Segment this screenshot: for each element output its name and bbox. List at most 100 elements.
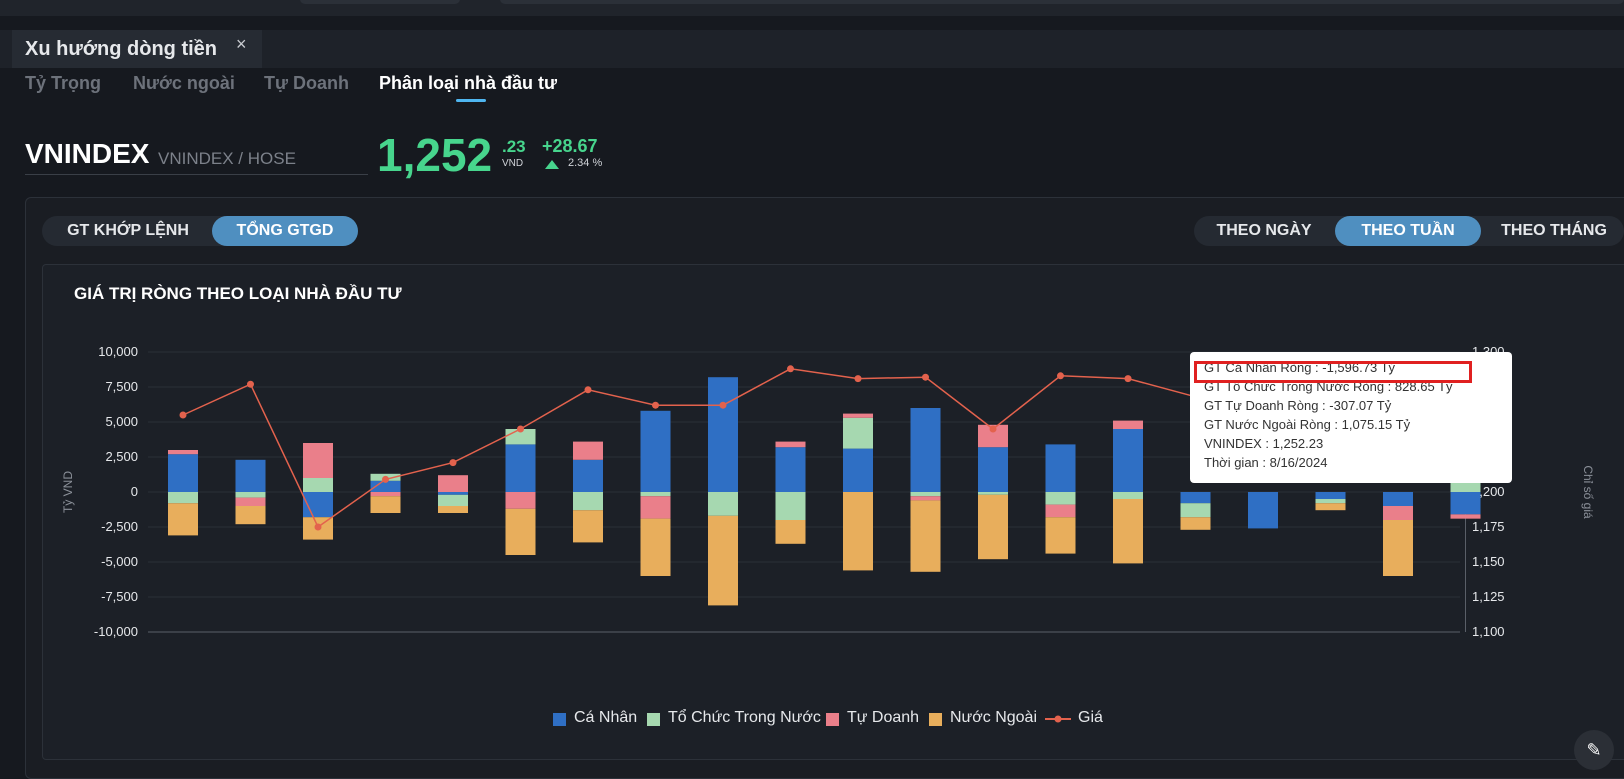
- bar-ca-nhan: [505, 444, 536, 492]
- bar-ca-nhan: [438, 492, 468, 495]
- y-left-tick: -7,500: [101, 589, 138, 604]
- legend-ca-nhan[interactable]: Cá Nhân: [574, 709, 638, 726]
- tooltip-time: Thời gian : 8/16/2024: [1204, 455, 1328, 470]
- bar-ca-nhan: [1180, 492, 1211, 504]
- price-point: [854, 375, 862, 383]
- price-point: [584, 386, 592, 394]
- bar-ca-nhan: [1113, 429, 1143, 492]
- magic-wand-icon[interactable]: ✎: [1574, 730, 1614, 770]
- bar-tu-doanh: [235, 497, 266, 506]
- y-right-axis-label: Chỉ số giá: [1581, 465, 1595, 519]
- chart-title: GIÁ TRỊ RÒNG THEO LOẠI NHÀ ĐẦU TƯ: [74, 284, 402, 303]
- bar-ca-nhan: [235, 459, 266, 492]
- bar-tu-doanh: [1113, 420, 1143, 429]
- subnav-phan-loai[interactable]: Phân loại nhà đầu tư: [379, 73, 558, 93]
- price-point: [382, 475, 389, 483]
- price-point: [989, 425, 997, 433]
- bar-nuoc-ngoai: [573, 510, 603, 543]
- y-left-tick: 2,500: [105, 449, 138, 464]
- subnav-nuoc-ngoai[interactable]: Nước ngoài: [133, 73, 235, 93]
- price-point: [652, 401, 659, 409]
- y-right-tick: 1,150: [1472, 554, 1505, 569]
- bar-tu-doanh: [910, 496, 941, 501]
- bar-nuoc-ngoai: [168, 503, 198, 536]
- bar-nuoc-ngoai: [708, 515, 738, 606]
- y-left-tick: -5,000: [101, 554, 138, 569]
- y-left-tick: 7,500: [105, 379, 138, 394]
- legend-nuoc-ngoai[interactable]: Nước Ngoài: [950, 709, 1038, 726]
- price-point: [719, 401, 727, 409]
- bar-tu-doanh: [1383, 506, 1413, 520]
- bar-nuoc-ngoai: [910, 500, 941, 572]
- bar-ca-nhan: [1248, 492, 1278, 529]
- bar-ca-nhan: [843, 448, 873, 492]
- top-pill-left[interactable]: [300, 0, 460, 4]
- bar-tu-doanh: [775, 441, 806, 448]
- toggle-theo-tuan[interactable]: THEO TUẦN: [1335, 216, 1481, 246]
- tab-bar: [0, 30, 1624, 68]
- y-left-tick: -10,000: [94, 624, 138, 639]
- toggle-theo-thang[interactable]: THEO THÁNG: [1501, 222, 1607, 239]
- top-strip: [0, 0, 1624, 16]
- legend-swatch-tu-doanh: [826, 713, 839, 726]
- price-point: [449, 459, 457, 467]
- bar-to-chuc: [708, 492, 738, 516]
- bar-ca-nhan: [1315, 492, 1346, 499]
- bar-nuoc-ngoai: [1113, 499, 1143, 564]
- bar-tu-doanh: [505, 492, 536, 509]
- price-point: [314, 523, 322, 531]
- bar-to-chuc: [1113, 492, 1143, 499]
- subnav-tu-doanh[interactable]: Tự Doanh: [264, 73, 350, 93]
- bar-tu-doanh: [640, 496, 671, 519]
- price-point: [922, 373, 929, 381]
- price-change-percent: 2.34 %: [568, 157, 603, 169]
- bar-to-chuc: [910, 492, 941, 497]
- tooltip-nuoc-ngoai: GT Nước Ngoài Ròng : 1,075.15 Tỷ: [1204, 417, 1411, 432]
- toggle-theo-ngay[interactable]: THEO NGÀY: [1216, 222, 1312, 239]
- bar-to-chuc: [235, 492, 266, 498]
- bar-tu-doanh: [438, 475, 468, 492]
- subnav-ty-trong[interactable]: Tỷ Trọng: [25, 73, 101, 93]
- tab-flow-trend[interactable]: [12, 30, 262, 68]
- legend-tu-doanh[interactable]: Tự Doanh: [847, 709, 920, 726]
- y-right-tick: 1,125: [1472, 589, 1505, 604]
- price-point: [1124, 375, 1132, 383]
- bar-to-chuc: [438, 494, 468, 506]
- price-point: [179, 411, 187, 419]
- price-change: +28.67: [542, 136, 598, 156]
- bar-nuoc-ngoai: [370, 496, 401, 513]
- tab-title: Xu hướng dòng tiền: [25, 38, 218, 60]
- toggle-gt-khop-lenh[interactable]: GT KHỚP LỆNH: [67, 222, 189, 239]
- subnav-active-indicator: [456, 99, 486, 102]
- price-main: 1,252: [377, 129, 493, 181]
- up-arrow-icon: [545, 160, 559, 169]
- bar-ca-nhan: [573, 459, 603, 492]
- bar-nuoc-ngoai: [640, 518, 671, 576]
- close-icon[interactable]: ×: [236, 34, 247, 54]
- y-left-tick: 0: [131, 484, 138, 499]
- bar-ca-nhan: [978, 447, 1008, 492]
- top-pill-right[interactable]: [500, 0, 1624, 4]
- y-left-tick: 10,000: [98, 344, 138, 359]
- bar-ca-nhan: [1450, 492, 1481, 515]
- exchange-label: VNINDEX / HOSE: [158, 149, 296, 168]
- legend-to-chuc[interactable]: Tổ Chức Trong Nước: [668, 709, 821, 726]
- bar-nuoc-ngoai: [235, 506, 266, 525]
- legend-swatch-nuoc-ngoai: [929, 713, 942, 726]
- bar-ca-nhan: [640, 410, 671, 492]
- symbol-name: VNINDEX: [25, 138, 150, 169]
- bar-nuoc-ngoai: [978, 494, 1008, 560]
- bar-to-chuc: [1315, 499, 1346, 504]
- bar-ca-nhan: [910, 408, 941, 492]
- legend-line-icon: [1045, 715, 1071, 723]
- legend-gia[interactable]: Giá: [1078, 709, 1103, 726]
- bar-to-chuc: [1180, 503, 1211, 518]
- bar-to-chuc: [303, 478, 333, 492]
- bar-to-chuc: [1450, 480, 1481, 492]
- bar-nuoc-ngoai: [843, 492, 873, 571]
- y-right-tick: 1,175: [1472, 519, 1505, 534]
- toggle-tong-gtgd[interactable]: TỔNG GTGD: [212, 216, 358, 246]
- bar-ca-nhan: [708, 377, 738, 492]
- bar-nuoc-ngoai: [438, 506, 468, 513]
